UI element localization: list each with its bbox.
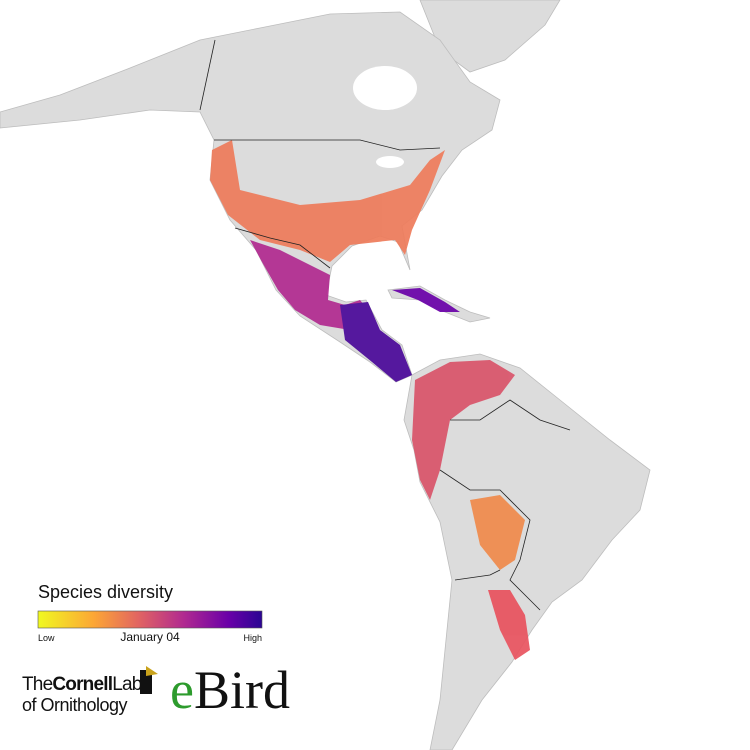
- range-us: [210, 140, 445, 262]
- bird-body: [140, 670, 152, 694]
- legend-title: Species diversity: [38, 582, 173, 602]
- alaska: [199, 39, 216, 111]
- range-cuba: [392, 288, 460, 312]
- us-canada: [214, 139, 441, 151]
- ebird-e: e: [170, 660, 194, 720]
- legend: Species diversity Low January 04 High: [37, 582, 263, 644]
- legend-low: Low: [38, 633, 55, 643]
- ebird: eBird: [170, 660, 290, 720]
- legend-high: High: [243, 633, 262, 643]
- legend-date: January 04: [120, 630, 180, 644]
- logo-cornell: Cornell: [52, 674, 112, 695]
- colorbar: [37, 610, 263, 629]
- ebird-bird: Bird: [194, 660, 290, 720]
- range-bolivia: [470, 495, 525, 570]
- logo: TheCornellLab of Ornithology eBird: [22, 660, 290, 720]
- bird-beak: [146, 666, 158, 676]
- hudson-bay: [353, 66, 417, 110]
- diversity: [210, 140, 530, 660]
- land: [0, 0, 651, 750]
- cornell-line1: TheCornellLab: [22, 674, 142, 695]
- sa-borders-3: [454, 569, 501, 581]
- range-andes: [412, 360, 515, 500]
- great-lakes: [376, 156, 404, 168]
- sa-borders-2: [439, 469, 541, 611]
- logo-lab: Lab: [112, 674, 142, 695]
- bird-icon: [140, 666, 158, 694]
- range-central: [340, 302, 412, 382]
- borders: [199, 39, 571, 611]
- sa-borders: [450, 399, 571, 431]
- range-mexico: [250, 240, 368, 330]
- logo-the: The: [22, 674, 53, 695]
- cornell-line2: of Ornithology: [22, 695, 128, 715]
- range-south: [488, 590, 530, 660]
- us-mexico: [234, 227, 331, 269]
